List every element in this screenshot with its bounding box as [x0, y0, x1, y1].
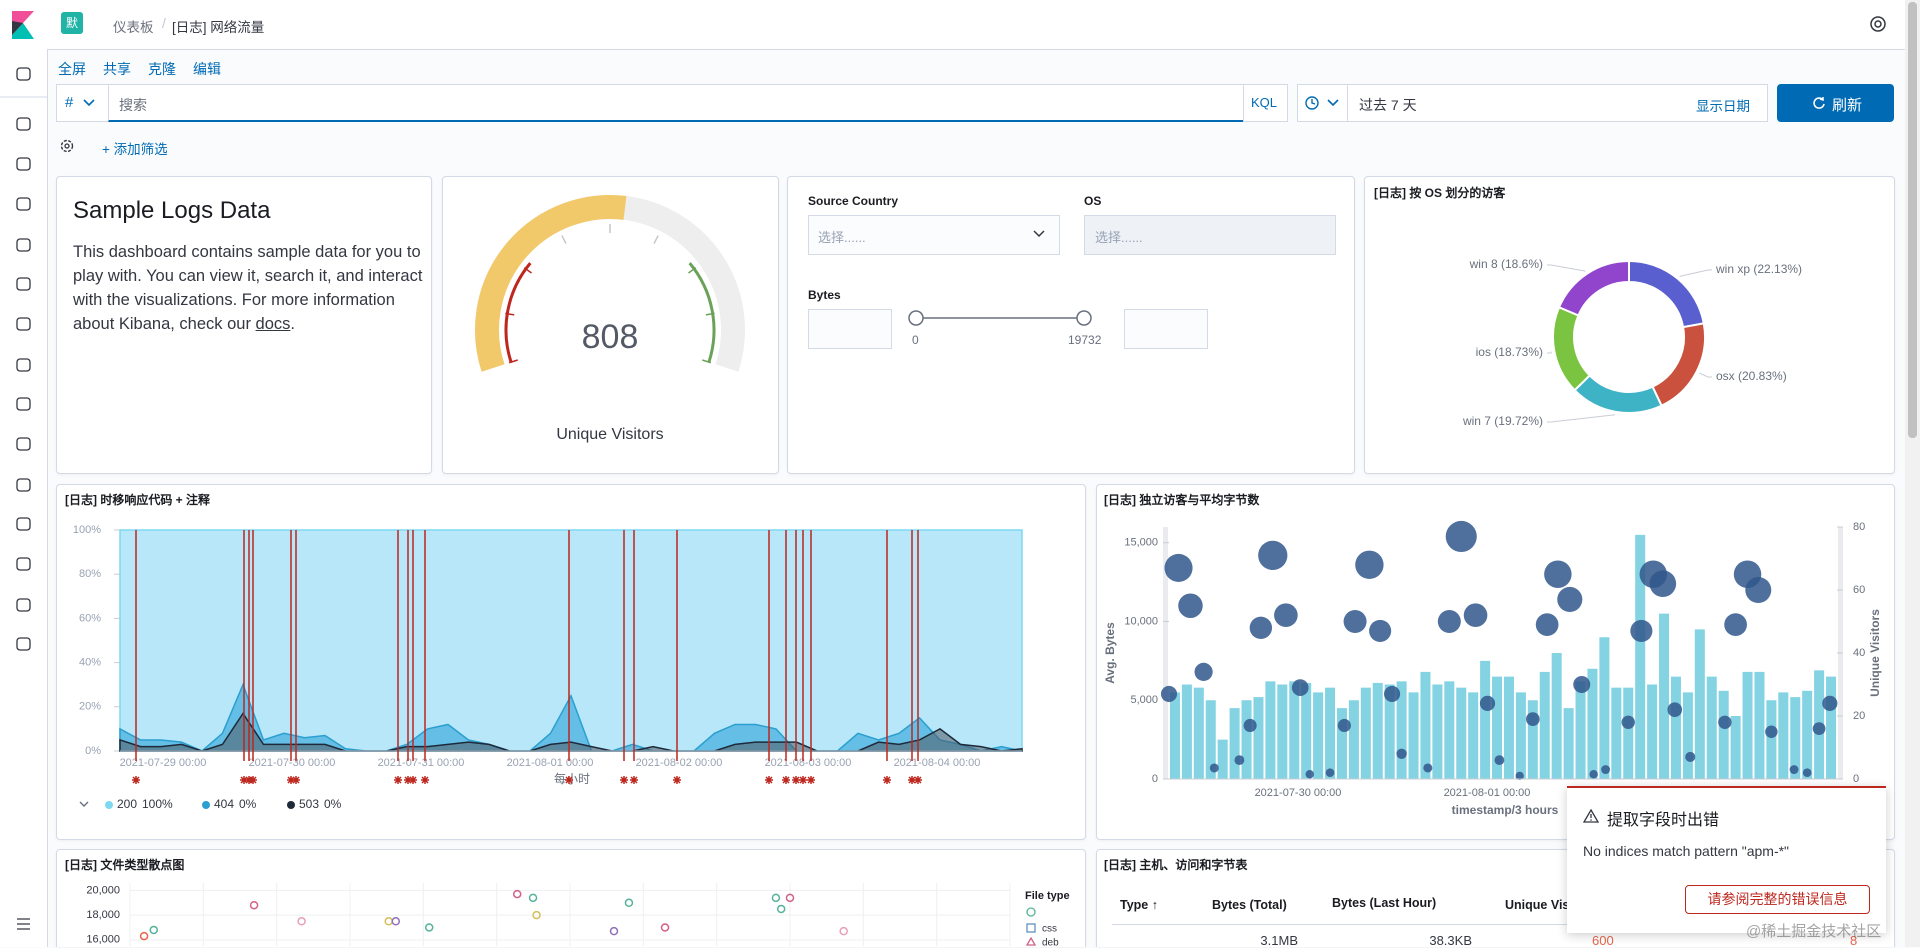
column-header[interactable]: Type ↑	[1120, 898, 1158, 912]
chevron	[83, 99, 95, 107]
refresh-button[interactable]	[1777, 84, 1894, 122]
scrollbar[interactable]	[1905, 0, 1920, 947]
nav-icon[interactable]	[16, 598, 31, 612]
control-label: Bytes	[808, 288, 841, 302]
markdown-text: This dashboard contains sample data for …	[73, 240, 423, 336]
space-avatar[interactable]: 默	[61, 12, 83, 34]
top-bar	[0, 0, 1920, 50]
clock-icon	[1305, 96, 1339, 110]
sidebar	[0, 49, 48, 947]
menu-item[interactable]: 全屏	[58, 61, 86, 77]
menu-item[interactable]: 克隆	[148, 61, 176, 77]
nav-icon[interactable]	[16, 557, 31, 571]
column-header[interactable]: Bytes (Last Hour)	[1332, 896, 1437, 910]
nav-icon[interactable]	[16, 277, 31, 291]
panel	[1096, 484, 1895, 840]
nav-icon[interactable]	[16, 117, 31, 131]
scroll-thumb[interactable]	[1908, 2, 1917, 438]
watermark: @稀土掘金技术社区	[1746, 923, 1882, 940]
panel	[56, 176, 432, 474]
chevron	[1033, 230, 1045, 238]
panel	[1364, 176, 1895, 474]
time-range: 过去 7 天	[1359, 97, 1417, 113]
panel-title: [日志] 独立访客与平均字节数	[1104, 493, 1260, 507]
range-min-input[interactable]	[808, 309, 892, 349]
text: This dashboard contains sample data for …	[73, 243, 423, 333]
cell: 3.1MB	[1260, 933, 1298, 948]
panel-title: [日志] 时移响应代码 + 注释	[65, 493, 211, 507]
text: .	[290, 315, 295, 333]
refresh-label: 刷新	[1832, 97, 1863, 114]
placeholder: 选择......	[1095, 230, 1143, 245]
gauge-label: Unique Visitors	[556, 426, 664, 443]
menu-item[interactable]: 共享	[103, 61, 131, 77]
query-type-label: #	[65, 94, 74, 111]
error-toast: 提取字段时出错 No indices match pattern "apm-*"…	[1567, 786, 1886, 933]
nav-icon[interactable]	[16, 197, 31, 211]
nav-icon[interactable]	[16, 358, 31, 372]
search-placeholder: 搜索	[119, 97, 147, 113]
sidebar-icons	[0, 67, 47, 930]
column-header[interactable]: Bytes (Total)	[1212, 898, 1287, 912]
breadcrumb[interactable]: 仪表板	[113, 20, 154, 35]
toast-title: 提取字段时出错	[1607, 812, 1720, 829]
placeholder: 选择......	[818, 230, 866, 245]
show-dates[interactable]: 显示日期	[1696, 99, 1750, 114]
warning-icon	[1583, 808, 1599, 823]
os-select[interactable]	[1084, 215, 1336, 255]
kql-toggle[interactable]	[1243, 84, 1288, 122]
filter-settings[interactable]	[59, 138, 75, 154]
help-icon[interactable]	[1868, 14, 1888, 34]
toast-message: No indices match pattern "apm-*"	[1583, 843, 1790, 859]
query-type[interactable]	[56, 84, 109, 122]
nav-icon[interactable]	[16, 437, 31, 451]
nav-icon[interactable]	[16, 517, 31, 531]
range-max: 19732	[1068, 333, 1102, 347]
panel-title: [日志] 文件类型散点图	[65, 858, 185, 872]
breadcrumb: [日志] 网络流量	[172, 20, 265, 35]
panel-title: [日志] 按 OS 划分的访客	[1374, 186, 1506, 200]
nav-icon[interactable]	[16, 397, 31, 411]
search-input[interactable]	[108, 84, 1244, 122]
header-rule	[1112, 924, 1882, 925]
cell: 38.3KB	[1429, 933, 1472, 948]
cell: 8	[1850, 933, 1858, 948]
refresh-icon	[1813, 97, 1825, 109]
range-min: 0	[912, 333, 919, 347]
nav-icon[interactable]	[16, 67, 31, 81]
add-filter[interactable]: + 添加筛选	[102, 142, 168, 157]
nav-icon[interactable]	[16, 238, 31, 252]
docs-link[interactable]: docs	[255, 315, 291, 333]
cell: 600	[1592, 933, 1614, 948]
range-slider[interactable]	[900, 305, 1100, 335]
control-label: OS	[1084, 194, 1102, 208]
control-label: Source Country	[808, 194, 899, 208]
range-max-input[interactable]	[1124, 309, 1208, 349]
panel	[56, 484, 1086, 840]
kibana-logo[interactable]	[12, 11, 36, 39]
gauge-value: 808	[581, 318, 639, 356]
date-picker[interactable]	[1297, 84, 1768, 122]
panel-title: [日志] 主机、访问和字节表	[1104, 858, 1248, 872]
collapse-icon	[17, 918, 30, 930]
panel	[56, 849, 1086, 947]
nav-icon[interactable]	[16, 317, 31, 331]
menu-item[interactable]: 编辑	[193, 61, 221, 77]
breadcrumb-sep: /	[162, 15, 166, 31]
markdown-title: Sample Logs Data	[73, 197, 271, 224]
toast-button[interactable]: 请参阅完整的错误信息	[1685, 885, 1870, 914]
nav-icon[interactable]	[16, 637, 31, 651]
nav-icon[interactable]	[16, 478, 31, 492]
nav-icon[interactable]	[16, 157, 31, 171]
country-select[interactable]	[808, 215, 1060, 255]
kql-label: KQL	[1251, 95, 1278, 110]
